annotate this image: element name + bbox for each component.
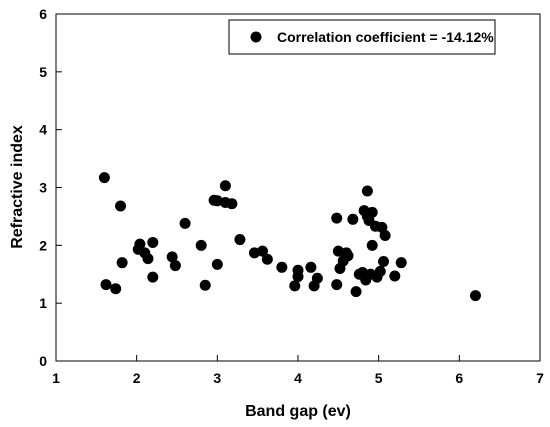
y-tick-label: 5 — [39, 64, 47, 80]
data-point — [261, 253, 273, 265]
data-point — [115, 200, 127, 212]
data-point — [147, 236, 159, 248]
data-point — [292, 271, 304, 283]
data-point — [199, 279, 211, 291]
data-point — [142, 253, 154, 265]
data-point — [100, 279, 112, 291]
data-point — [347, 213, 359, 225]
x-tick-label: 1 — [52, 370, 60, 386]
y-tick-label: 0 — [39, 353, 47, 369]
y-tick-label: 2 — [39, 237, 47, 253]
x-axis: 1 2 3 4 5 6 7 — [52, 355, 544, 386]
x-tick-label: 5 — [375, 370, 383, 386]
data-point — [374, 265, 386, 277]
legend-box — [228, 19, 496, 55]
data-point — [289, 280, 301, 292]
data-point — [469, 290, 481, 302]
y-tick-label: 4 — [39, 122, 47, 138]
data-point — [311, 272, 323, 284]
data-point — [276, 261, 288, 273]
data-point — [219, 180, 231, 192]
data-point — [166, 251, 178, 263]
legend-label: Correlation coefficient = -14.12% — [277, 29, 494, 45]
data-point — [234, 234, 246, 246]
data-point — [195, 239, 207, 251]
data-points — [98, 172, 481, 302]
plot-frame — [55, 13, 541, 362]
data-point — [226, 198, 238, 210]
x-tick-label: 7 — [536, 370, 544, 386]
x-tick-label: 3 — [213, 370, 221, 386]
data-point — [116, 257, 128, 269]
data-point — [378, 256, 390, 268]
data-point — [342, 250, 354, 262]
data-point — [331, 212, 343, 224]
data-point — [211, 258, 223, 270]
y-tick-label: 6 — [39, 6, 47, 22]
data-point — [366, 206, 378, 218]
data-point — [98, 172, 110, 184]
data-point — [389, 270, 401, 282]
x-axis-title: Band gap (ev) — [245, 403, 351, 420]
data-point — [366, 239, 378, 251]
data-point — [147, 271, 159, 283]
data-point — [169, 260, 181, 272]
data-point — [179, 217, 191, 229]
y-axis-title: Refractive index — [9, 125, 26, 249]
x-tick-label: 4 — [294, 370, 302, 386]
data-point — [110, 283, 122, 295]
y-axis: 0 1 2 3 4 5 6 — [39, 6, 62, 369]
y-tick-label: 1 — [39, 295, 47, 311]
data-point — [257, 245, 269, 257]
y-tick-label: 3 — [39, 180, 47, 196]
data-point — [395, 257, 407, 269]
legend: Correlation coefficient = -14.12% — [228, 19, 496, 55]
data-point — [350, 286, 362, 298]
x-tick-label: 6 — [455, 370, 463, 386]
data-point — [379, 230, 391, 242]
x-tick-label: 2 — [133, 370, 141, 386]
data-point — [305, 261, 317, 273]
data-point — [361, 185, 373, 197]
data-point — [134, 238, 146, 250]
data-point — [331, 279, 343, 291]
legend-marker — [250, 31, 262, 43]
